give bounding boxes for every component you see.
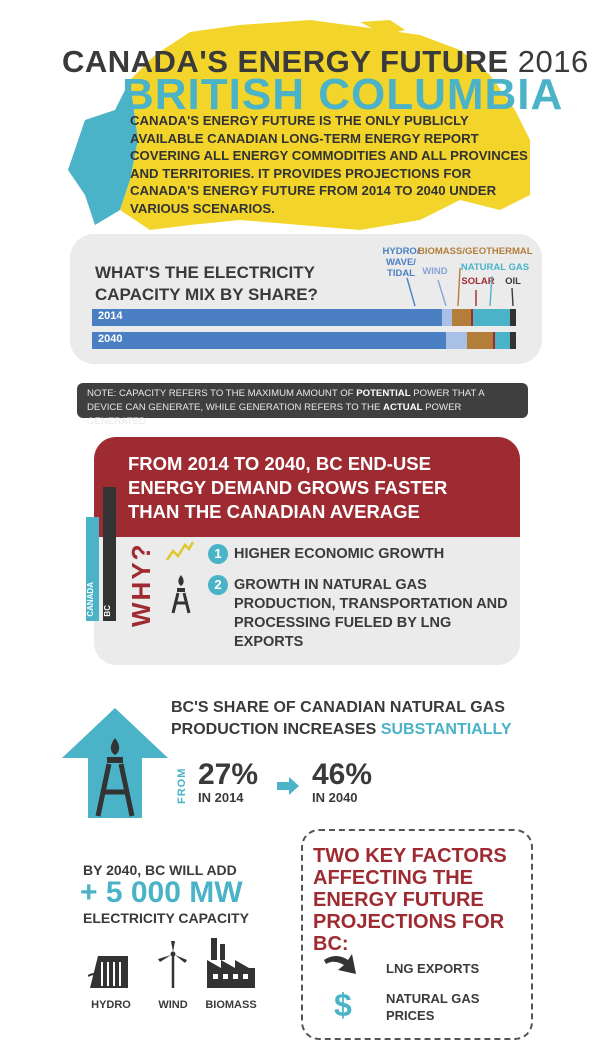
gas-rig-icon	[171, 575, 191, 614]
curved-arrow-icon	[324, 954, 356, 974]
bar-segment-hydro-2040	[92, 332, 447, 349]
bar-label-2040: 2040	[98, 333, 123, 345]
bar-segment-wind-2014	[441, 309, 453, 326]
bar-segment-natural-gas-2014	[472, 309, 510, 326]
bc-bar-label: BC	[103, 605, 112, 617]
canada-bar-label: CANADA	[86, 582, 95, 617]
capacity-bar-2014: 2014	[92, 309, 516, 326]
legend-solar: SOLAR	[461, 276, 495, 287]
key-factors-title: TWO KEY FACTORS AFFECTING THE ENERGY FUT…	[313, 845, 507, 955]
from-label: FROM	[176, 767, 188, 805]
legend-oil: OIL	[505, 276, 521, 287]
page-title: CANADA'S ENERGY FUTURE 2016	[62, 44, 589, 80]
legend-natural-gas: NATURAL GAS	[460, 262, 530, 273]
bar-segment-oil-2014	[509, 309, 516, 326]
bar-segment-solar-2040	[492, 332, 495, 349]
note-text-3: POWER GENERATED	[87, 402, 462, 427]
gas-title-highlight: SUBSTANTIALLY	[380, 721, 512, 738]
gas-production-up-arrow-icon	[62, 708, 168, 818]
factor-gas-prices: NATURAL GAS PRICES	[386, 991, 480, 1023]
key-factors-box	[301, 829, 533, 1040]
hydro-icon	[88, 956, 128, 988]
canada-map-graphic	[68, 20, 530, 230]
legend-pointer-arrows	[406, 268, 514, 307]
dollar-icon: $	[334, 987, 352, 1023]
intro-text: CANADA'S ENERGY FUTURE IS THE ONLY PUBLI…	[130, 113, 528, 216]
bar-label-2014: 2014	[98, 310, 123, 322]
economic-growth-icon	[166, 541, 194, 561]
note-text-1: NOTE: CAPACITY REFERS TO THE MAXIMUM AMO…	[87, 388, 357, 399]
gas-start-percent: 27%	[198, 758, 259, 791]
canada-demand-bar: CANADA	[86, 517, 99, 621]
capacity-add-intro: BY 2040, BC WILL ADD	[83, 862, 237, 878]
bar-segment-biomass-2014	[452, 309, 472, 326]
note-text-2: POWER THAT A DEVICE CAN GENERATE, WHILE …	[87, 388, 485, 413]
gas-start-block: 27% IN 2014	[198, 758, 259, 806]
gas-start-year: IN 2014	[198, 790, 244, 805]
bar-segment-solar-2014	[471, 309, 473, 326]
why-label: WHY?	[126, 542, 156, 628]
reason-number-2: 2	[208, 575, 228, 595]
bc-demand-bar: BC	[103, 487, 116, 621]
legend-wind: WIND	[422, 266, 448, 277]
bar-segment-oil-2040	[509, 332, 516, 349]
right-arrow-icon	[277, 777, 299, 795]
biomass-label: BIOMASS	[205, 999, 257, 1011]
bar-segment-natural-gas-2040	[494, 332, 510, 349]
demand-banner	[94, 437, 520, 537]
title-text: CANADA'S ENERGY FUTURE	[62, 44, 509, 79]
capacity-add-unit: ELECTRICITY CAPACITY	[83, 910, 249, 926]
capacity-add-amount: + 5 000 MW	[80, 876, 243, 909]
title-year: 2016	[517, 44, 589, 79]
hydro-label: HYDRO	[91, 999, 131, 1011]
gas-end-year: IN 2040	[312, 790, 358, 805]
legend-hydro: HYDRO/ WAVE/ TIDAL	[382, 246, 420, 279]
factor-lng-exports: LNG EXPORTS	[386, 961, 480, 976]
bar-segment-wind-2040	[446, 332, 468, 349]
reason-number-1: 1	[208, 544, 228, 564]
bar-segment-hydro-2014	[92, 309, 442, 326]
note-bold-potential: POTENTIAL	[356, 388, 411, 399]
region-title: BRITISH COLUMBIA	[122, 70, 564, 119]
note-bold-actual: ACTUAL	[383, 402, 423, 413]
gas-share-title: BC'S SHARE OF CANADIAN NATURAL GAS PRODU…	[171, 697, 571, 741]
capacity-bar-2040: 2040	[92, 332, 516, 349]
wind-icon	[158, 941, 187, 988]
biomass-icon	[207, 938, 255, 988]
capacity-note: NOTE: CAPACITY REFERS TO THE MAXIMUM AMO…	[77, 383, 528, 427]
legend-biomass: BIOMASS/GEOTHERMAL	[418, 246, 533, 257]
wind-label: WIND	[158, 999, 188, 1011]
gas-title-text: BC'S SHARE OF CANADIAN NATURAL GAS PRODU…	[171, 699, 505, 738]
gas-end-block: 46% IN 2040	[312, 758, 373, 806]
bar-segment-biomass-2040	[467, 332, 493, 349]
reason-text-1: HIGHER ECONOMIC GROWTH	[234, 546, 445, 562]
capacity-mix-question: WHAT'S THE ELECTRICITY CAPACITY MIX BY S…	[95, 263, 318, 304]
reason-text-2: GROWTH IN NATURAL GAS PRODUCTION, TRANSP…	[234, 577, 508, 650]
demand-headline: FROM 2014 TO 2040, BC END-USE ENERGY DEM…	[128, 453, 448, 522]
gas-end-percent: 46%	[312, 758, 373, 791]
